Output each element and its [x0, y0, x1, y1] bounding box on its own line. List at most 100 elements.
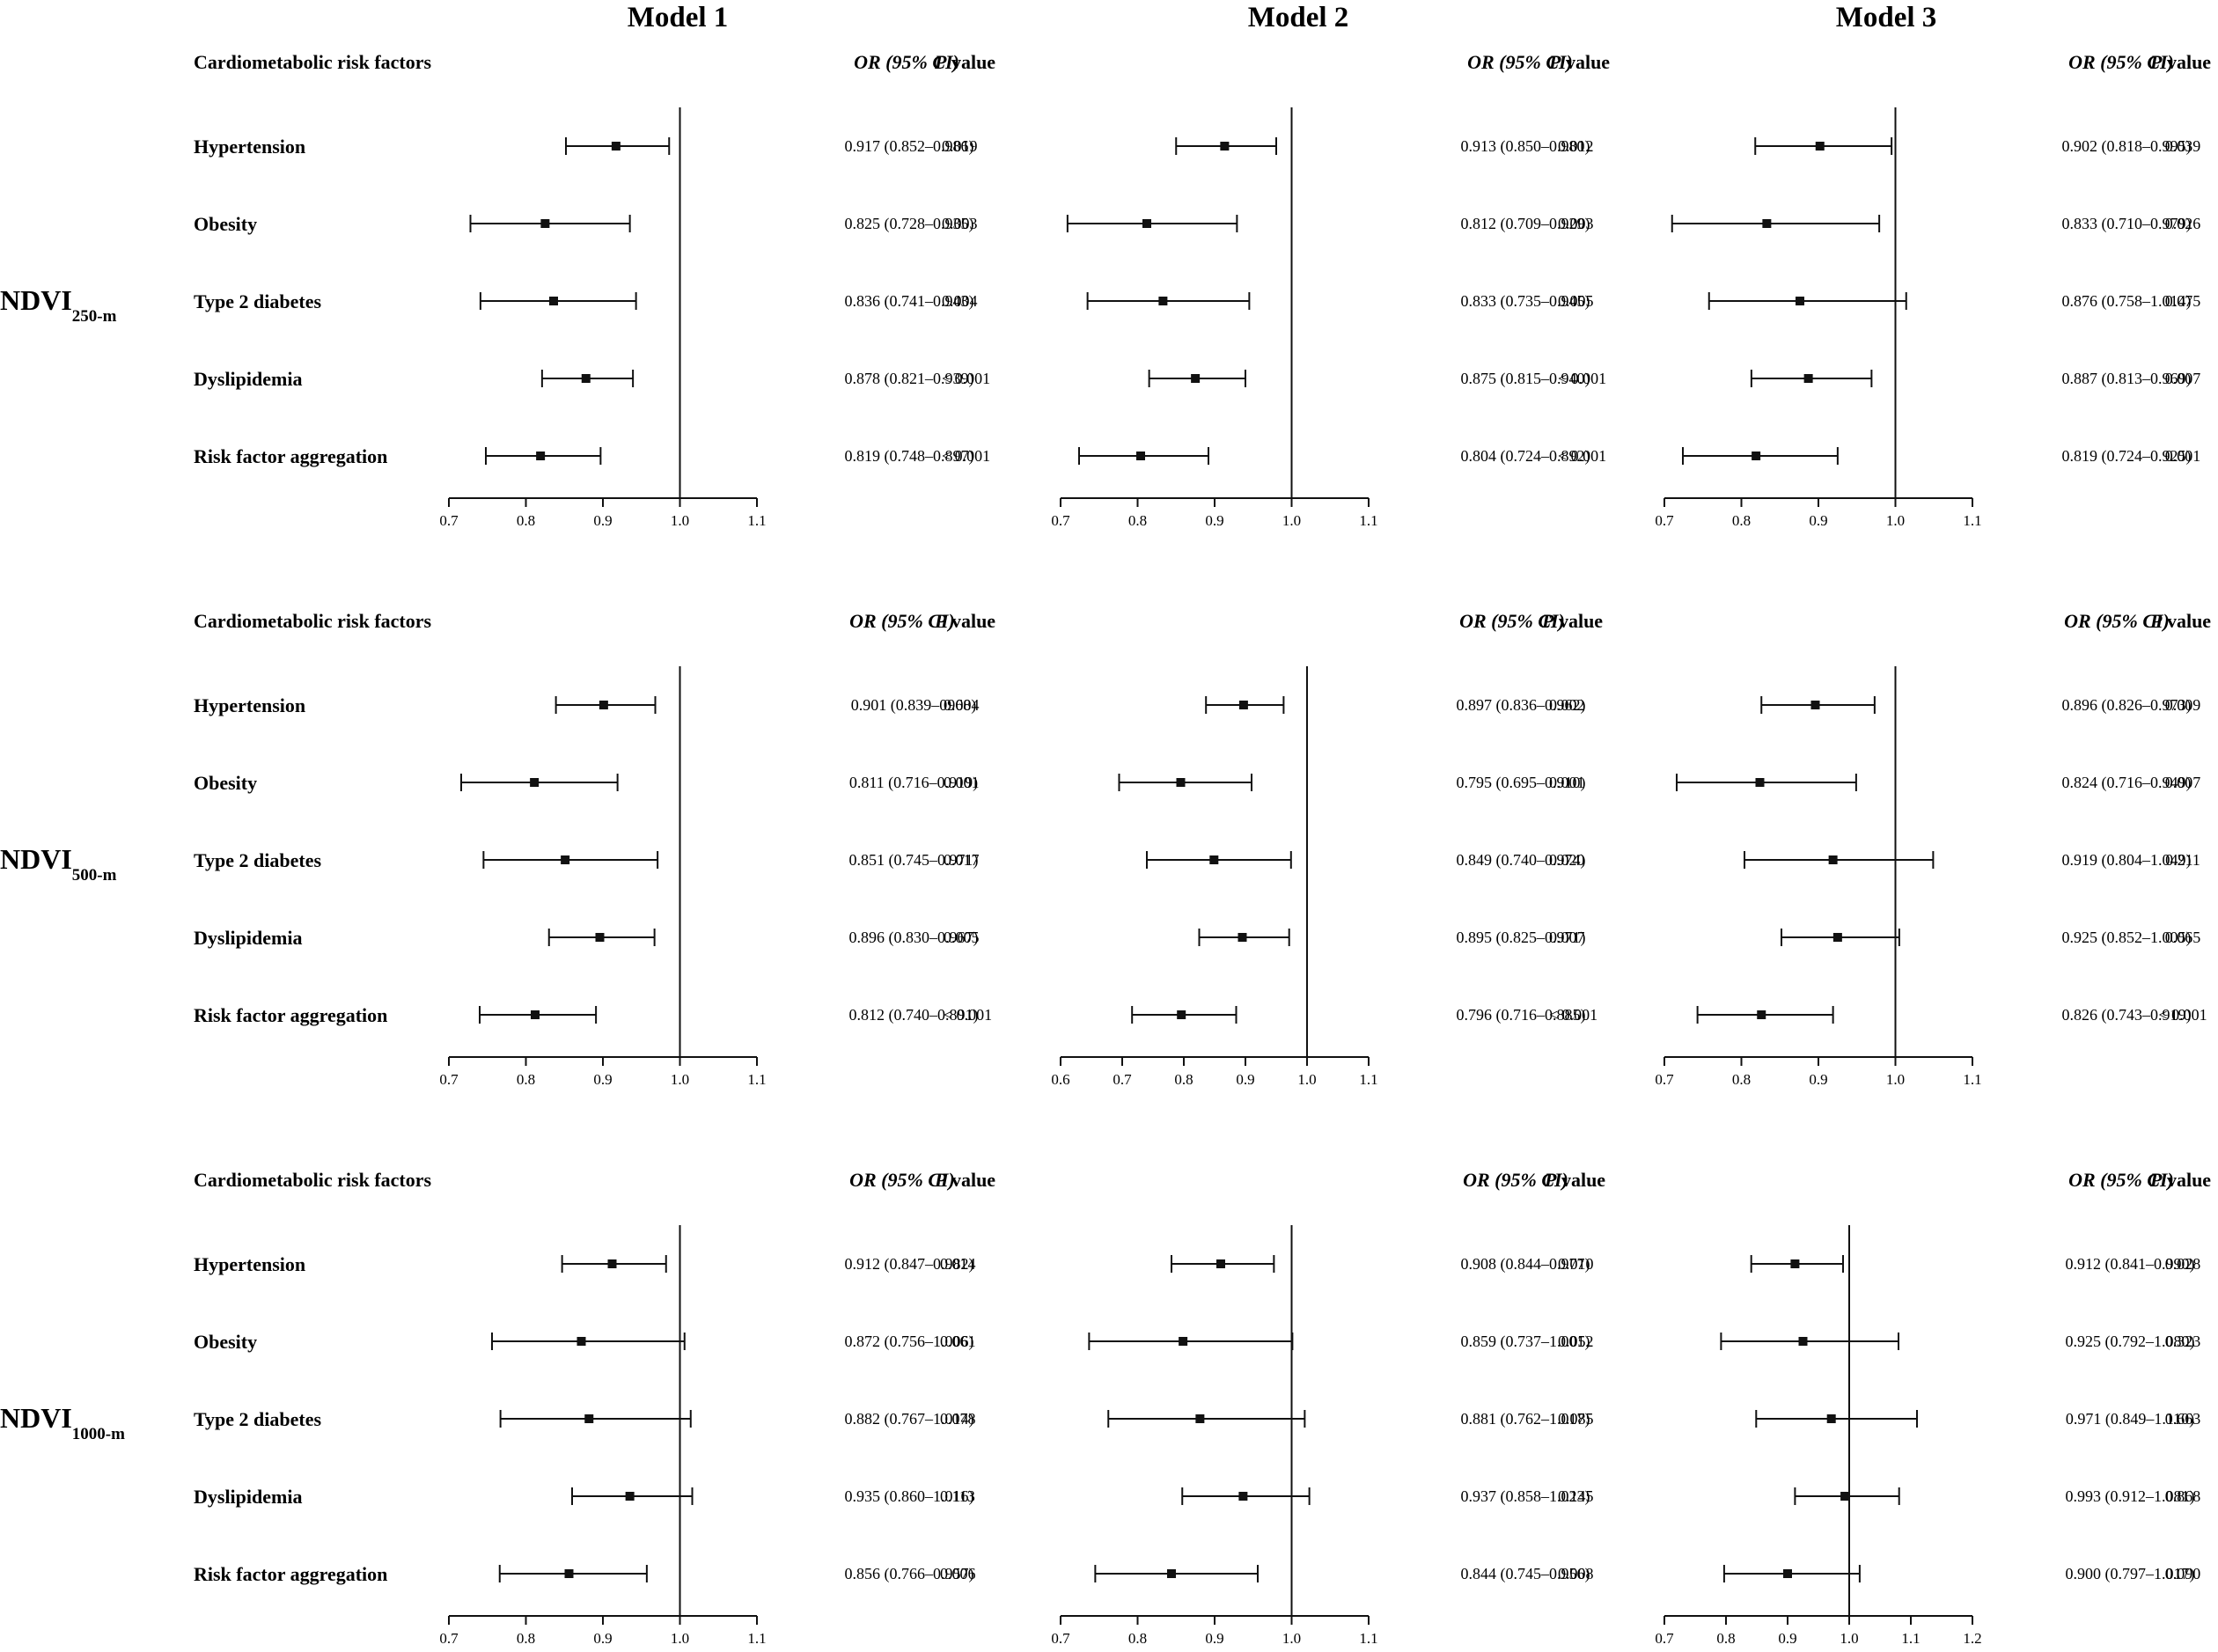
p-value-header-rest: value: [1556, 1169, 1605, 1191]
p-value: 0.020: [1549, 851, 1585, 869]
or-ci-header: OR (95% CI): [2068, 51, 2174, 73]
x-tick-label: 1.0: [671, 1630, 689, 1647]
or-ci-value: 0.804 (0.724–0.892): [1461, 447, 1590, 466]
or-ci-value: 0.844 (0.745–0.956): [1461, 1565, 1590, 1583]
or-ci-value: 0.908 (0.844–0.977): [1461, 1255, 1590, 1274]
p-value: 0.006: [940, 1565, 976, 1582]
x-tick-label: 0.9: [593, 1630, 612, 1647]
or-ci-value: 0.896 (0.826–0.973): [2062, 696, 2192, 715]
exposure-label-subscript: 250-m: [72, 307, 117, 326]
p-value: < 0.001: [2158, 1006, 2207, 1024]
point-estimate: [1238, 933, 1247, 942]
p-value: 0.868: [2165, 1487, 2201, 1505]
x-tick-label: 0.7: [1051, 1630, 1070, 1647]
x-tick-label: 0.7: [1655, 1630, 1674, 1647]
or-ci-value: 0.851 (0.745–0.971): [849, 851, 979, 870]
p-value-header-italic: P: [934, 610, 947, 632]
or-ci-value: 0.919 (0.804–1.049): [2062, 851, 2192, 870]
p-value-header: P value: [934, 610, 995, 632]
or-ci-value: 0.833 (0.735–0.945): [1461, 292, 1590, 311]
or-ci-value: 0.917 (0.852–0.986): [845, 137, 974, 156]
x-tick-label: 1.0: [1886, 1071, 1905, 1088]
p-value: 0.028: [2165, 1255, 2201, 1273]
risk-factor-label: Dyslipidemia: [194, 927, 302, 949]
p-value-header: P value: [1541, 610, 1603, 632]
x-tick-label: 0.9: [1236, 1071, 1254, 1088]
exposure-label: NDVI500-m: [0, 843, 117, 885]
p-value: 0.323: [2165, 1333, 2201, 1350]
p-value: 0.017: [944, 851, 980, 869]
x-tick-label: 0.8: [1732, 512, 1751, 529]
p-value: 0.007: [1549, 929, 1585, 946]
p-value: 0.004: [944, 696, 980, 714]
or-ci-value: 0.795 (0.695–0.910): [1457, 774, 1586, 792]
x-tick-label: 0.9: [1778, 1630, 1796, 1647]
point-estimate: [1762, 219, 1772, 228]
x-tick-label: 0.8: [1174, 1071, 1193, 1088]
or-ci-value: 0.901 (0.839–0968): [851, 696, 977, 715]
or-ci-header: OR (95% CI): [1463, 1169, 1568, 1191]
point-estimate: [1136, 452, 1145, 460]
x-tick-label: 1.1: [1359, 1630, 1377, 1647]
p-value: < 0.001: [1558, 447, 1606, 465]
risk-factor-label: Hypertension: [194, 136, 305, 158]
point-estimate: [1209, 855, 1219, 864]
point-estimate: [595, 933, 605, 942]
point-estimate: [1238, 1492, 1248, 1501]
x-tick-label: 1.1: [747, 1630, 766, 1647]
or-ci-header: OR (95% CI): [2064, 610, 2170, 632]
p-value-header: P value: [1544, 1169, 1605, 1191]
p-value: 0.052: [1558, 1333, 1594, 1350]
p-value-header-rest: value: [2162, 51, 2211, 73]
p-value-header-italic: P: [1544, 1169, 1557, 1191]
exposure-label-subscript: 500-m: [72, 866, 117, 885]
point-estimate: [561, 855, 570, 864]
x-tick-label: 0.8: [1128, 512, 1147, 529]
or-ci-header: OR (95% CI): [849, 1169, 955, 1191]
model-3-title: Model 3: [1836, 2, 1937, 33]
p-value: 0.061: [940, 1333, 976, 1350]
x-tick-label: 0.9: [1809, 512, 1827, 529]
or-ci-header: OR (95% CI): [854, 51, 959, 73]
x-tick-label: 0.6: [1051, 1071, 1069, 1088]
x-tick-label: 1.1: [1901, 1630, 1920, 1647]
point-estimate: [1826, 1414, 1836, 1423]
point-estimate: [1158, 297, 1168, 305]
p-value-header-italic: P: [1548, 51, 1561, 73]
point-estimate: [625, 1492, 635, 1501]
or-ci-value: 0.876 (0.758–1.014): [2062, 292, 2192, 311]
x-tick-label: 0.7: [439, 1630, 459, 1647]
model-1-title: Model 1: [628, 2, 729, 33]
p-value-header-italic: P: [934, 1169, 947, 1191]
p-value: 0.002: [1549, 696, 1585, 714]
x-tick-label: 1.1: [747, 512, 766, 529]
p-value: 0.007: [2165, 774, 2201, 791]
point-estimate: [1757, 1010, 1766, 1019]
risk-factor-label: Risk factor aggregation: [194, 445, 387, 467]
or-ci-value: 0.887 (0.813–0.969): [2062, 370, 2192, 388]
or-ci-value: 0.826 (0.743–0.919): [2062, 1006, 2192, 1024]
x-tick-label: 0.9: [593, 1071, 612, 1088]
point-estimate: [1220, 142, 1230, 151]
p-value: 0.008: [1558, 1565, 1594, 1582]
point-estimate: [1238, 701, 1248, 709]
or-ci-value: 0.833 (0.710–0.979): [2062, 215, 2192, 233]
x-tick-label: 0.7: [1113, 1071, 1132, 1088]
x-tick-label: 0.9: [1809, 1071, 1827, 1088]
point-estimate: [1752, 452, 1761, 460]
p-value-header-rest: value: [946, 1169, 995, 1191]
point-estimate: [1176, 778, 1186, 787]
x-tick-label: 1.0: [671, 512, 689, 529]
p-value-header: P value: [1548, 51, 1610, 73]
p-value: 0.019: [942, 137, 978, 155]
or-ci-value: 0.824 (0.716–0.949): [2062, 774, 2192, 792]
or-ci-value: 0.849 (0.740–0.974): [1457, 851, 1586, 870]
point-estimate: [1790, 1259, 1800, 1268]
point-estimate: [536, 452, 546, 460]
exposure-label-subscript: 1000-m: [72, 1425, 125, 1443]
x-tick-label: 0.8: [517, 1630, 535, 1647]
x-tick-label: 0.7: [439, 1071, 459, 1088]
p-value-header: P value: [934, 1169, 995, 1191]
p-value: 0.012: [1558, 137, 1594, 155]
